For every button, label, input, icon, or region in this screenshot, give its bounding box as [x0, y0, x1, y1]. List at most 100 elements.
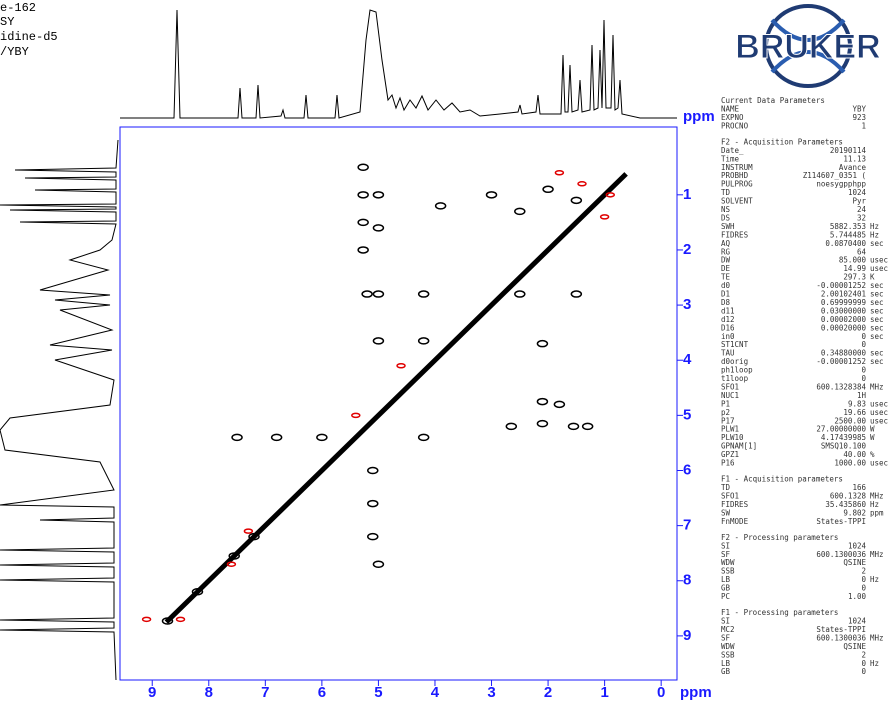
x-tick-label: 0	[657, 684, 665, 701]
y-tick-label: 1	[683, 186, 691, 203]
param-value: 2.00102401	[821, 290, 866, 299]
cross-peak	[417, 433, 430, 442]
param-value: SMSQ10.100	[821, 442, 867, 451]
x-tick-label: 6	[318, 684, 326, 701]
param-name: MC2	[721, 625, 735, 634]
param-value: 0.00002000	[821, 315, 867, 324]
param-value: 0	[861, 659, 866, 668]
param-name: D8	[721, 298, 731, 307]
cross-peak	[570, 196, 583, 205]
param-unit: sec	[870, 315, 884, 324]
param-value: 600.1328	[830, 491, 867, 500]
cross-peak	[554, 170, 565, 176]
param-value: 600.1300036	[816, 633, 866, 642]
cross-peak	[351, 412, 361, 419]
param-unit: Hz	[870, 659, 879, 668]
cross-peak	[226, 561, 237, 567]
param-value: 0	[861, 366, 866, 375]
cross-peak	[270, 433, 283, 442]
param-name: LB	[721, 575, 731, 584]
cross-peak	[316, 433, 328, 442]
param-name: D16	[721, 323, 735, 332]
logo: BRUKER	[735, 4, 881, 88]
param-value: 0	[861, 584, 866, 593]
param-value: 0.03000000	[821, 306, 867, 315]
param-unit: K	[870, 273, 875, 282]
param-value: 166	[852, 483, 866, 492]
param-unit: ppm	[870, 508, 884, 517]
section-title: F1 - Processing parameters	[721, 608, 838, 617]
param-name: d0orig	[721, 357, 748, 366]
param-value: 32	[857, 213, 866, 222]
cross-peak	[161, 617, 174, 625]
param-value: 0	[861, 575, 866, 584]
param-name: FnMODE	[721, 517, 749, 526]
y-tick-label: 7	[683, 517, 691, 534]
param-name: LB	[721, 659, 731, 668]
param-name: SI	[721, 617, 730, 626]
param-name: PULPROG	[721, 180, 753, 189]
cross-peak	[372, 224, 385, 232]
param-value: 1024	[848, 188, 867, 197]
param-value: Z114607_0351 (	[803, 171, 866, 180]
param-unit: usec	[870, 399, 888, 408]
header-line: e-162	[0, 1, 36, 15]
param-name: SW	[721, 508, 731, 517]
param-value: QSINE	[843, 558, 866, 567]
section-title: F1 - Acquisition parameters	[721, 475, 843, 484]
cross-peak	[372, 191, 385, 199]
param-value: 64	[857, 247, 867, 256]
param-value: 24	[857, 205, 867, 214]
cross-peak	[417, 337, 430, 345]
param-name: FIDRES	[721, 230, 749, 239]
top-projection	[120, 9, 677, 119]
cross-peak	[357, 218, 369, 227]
param-name: TE	[721, 273, 731, 282]
x-tick-label: 8	[205, 684, 213, 701]
cross-peak	[367, 532, 379, 541]
param-value: 0	[861, 374, 866, 383]
cross-peak	[191, 588, 204, 596]
param-unit: usec	[870, 408, 888, 417]
param-value: 9.83	[848, 399, 866, 408]
x-tick-label: 7	[261, 684, 269, 701]
cross-peak	[357, 246, 369, 254]
y-tick-label: 8	[683, 572, 691, 589]
param-name: GB	[721, 584, 731, 593]
param-name: D1	[721, 290, 730, 299]
param-value: 0	[861, 332, 866, 341]
cross-peak	[542, 185, 554, 194]
cross-peak	[175, 616, 186, 623]
cross-peak	[567, 422, 580, 431]
param-value: 2	[861, 567, 866, 576]
header-line: idine-d5	[0, 30, 58, 44]
param-name: SWH	[721, 222, 735, 231]
cross-peak	[605, 192, 616, 198]
param-unit: W	[870, 433, 875, 442]
param-name: PROBHD	[721, 171, 749, 180]
param-name: SFO1	[721, 382, 739, 391]
param-name: WDW	[721, 558, 735, 567]
param-unit: sec	[870, 239, 884, 248]
param-name: GB	[721, 667, 731, 676]
param-name: PLW1	[721, 425, 739, 434]
param-value: 1.00	[848, 592, 867, 601]
param-value: 600.1300036	[816, 550, 866, 559]
param-name: EXPNO	[721, 113, 744, 122]
param-value: 2500.00	[834, 416, 866, 425]
cross-peak	[417, 290, 430, 298]
param-unit: usec	[870, 459, 888, 468]
param-name: DE	[721, 264, 731, 273]
param-name: PC	[721, 592, 730, 601]
param-value: 1024	[848, 617, 867, 626]
diagonal	[164, 172, 628, 624]
param-name: P1	[721, 399, 730, 408]
param-value: States-TPPI	[816, 625, 866, 634]
param-value: 20190114	[830, 146, 867, 155]
param-name: TAU	[721, 349, 735, 358]
cross-peak	[367, 499, 379, 508]
logo-text: BRUKER	[735, 28, 880, 66]
x-tick-label: 3	[487, 684, 495, 701]
param-name: P17	[721, 416, 735, 425]
